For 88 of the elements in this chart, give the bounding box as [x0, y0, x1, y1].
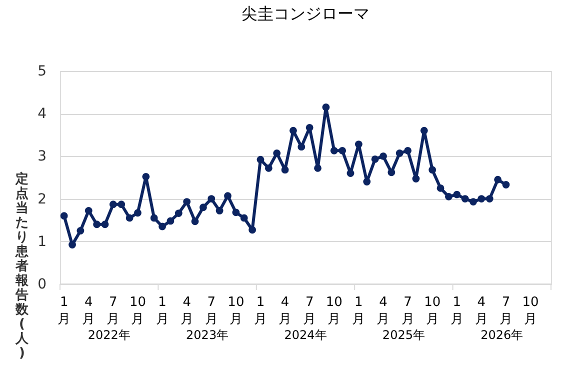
point: [461, 195, 469, 202]
y-tick-label: 5: [38, 64, 46, 80]
point: [346, 170, 354, 177]
point: [60, 212, 68, 220]
x-tick-label: 10月: [522, 295, 539, 327]
x-tick-label: 1月: [450, 295, 464, 327]
point: [109, 200, 117, 208]
point: [420, 126, 428, 134]
point: [134, 209, 142, 217]
point: [330, 146, 338, 154]
point: [486, 195, 494, 202]
point: [396, 150, 404, 157]
point: [216, 207, 224, 214]
x-tick-label: 4月: [474, 295, 488, 327]
point: [224, 192, 232, 200]
point: [314, 164, 322, 172]
point: [290, 126, 297, 134]
point: [412, 175, 420, 182]
x-tick-label: 4月: [376, 295, 390, 327]
chart-title: 尖圭コンジローマ: [242, 4, 370, 23]
x-tick-label: 7月: [204, 295, 218, 327]
point: [126, 214, 134, 222]
text: 2022年: [88, 328, 130, 342]
point: [142, 172, 150, 180]
point: [208, 195, 216, 202]
x-tick-label: 4月: [278, 295, 292, 327]
x-tick-label: 10月: [228, 295, 244, 327]
point: [494, 176, 502, 184]
x-tick-label: 7月: [106, 295, 120, 327]
point: [200, 204, 207, 212]
point: [118, 200, 126, 208]
point: [338, 146, 346, 154]
x-tick-label: 1月: [254, 295, 267, 327]
x-tick-label: 7月: [303, 295, 316, 327]
x-tick-label: 7月: [499, 295, 512, 327]
point: [502, 181, 510, 188]
point: [76, 227, 84, 234]
y-tick-label: 1: [38, 234, 46, 250]
y-tick-label: 4: [38, 106, 47, 122]
point: [256, 156, 264, 164]
point: [478, 195, 486, 202]
point: [84, 207, 92, 214]
point: [445, 192, 452, 200]
point: [404, 146, 412, 154]
point: [240, 214, 248, 222]
y-tick-label: 3: [38, 148, 46, 165]
point: [354, 140, 362, 148]
point: [248, 226, 256, 234]
point: [166, 217, 174, 225]
point: [232, 208, 240, 216]
point: [281, 166, 289, 174]
point: [371, 155, 379, 163]
point: [388, 168, 396, 176]
point: [453, 190, 461, 198]
point: [363, 178, 371, 186]
point: [306, 124, 314, 132]
x-tick-label: 10月: [326, 295, 342, 327]
x-tick-label: 4月: [180, 295, 194, 327]
point: [380, 152, 387, 160]
point: [68, 241, 76, 249]
x-tick-label: 10月: [129, 295, 146, 327]
point: [322, 104, 330, 111]
point: [101, 220, 109, 228]
x-tick-label: 7月: [401, 295, 414, 327]
point: [158, 222, 166, 230]
x-tick-label: 10月: [424, 295, 441, 327]
point: [150, 214, 158, 222]
point: [273, 150, 281, 157]
text: 2025年: [382, 328, 425, 342]
point: [264, 164, 272, 172]
x-tick-label: 1月: [352, 295, 366, 327]
x-tick-label: 4月: [82, 295, 96, 327]
x-tick-label: 1月: [156, 295, 169, 327]
text: 定点当たり患者報告数(人): [16, 172, 28, 361]
text: 2024年: [284, 328, 327, 342]
point: [93, 220, 101, 228]
point: [298, 143, 306, 151]
y-tick-label: 0: [38, 276, 46, 292]
point: [174, 210, 182, 217]
text: 2023年: [186, 328, 229, 342]
text: 2026年: [480, 328, 524, 342]
point: [191, 218, 199, 226]
y-tick-label: 2: [38, 191, 46, 208]
point: [470, 198, 477, 206]
point: [428, 166, 436, 174]
point: [436, 184, 444, 192]
x-tick-label: 1月: [58, 295, 71, 327]
point: [183, 198, 191, 206]
